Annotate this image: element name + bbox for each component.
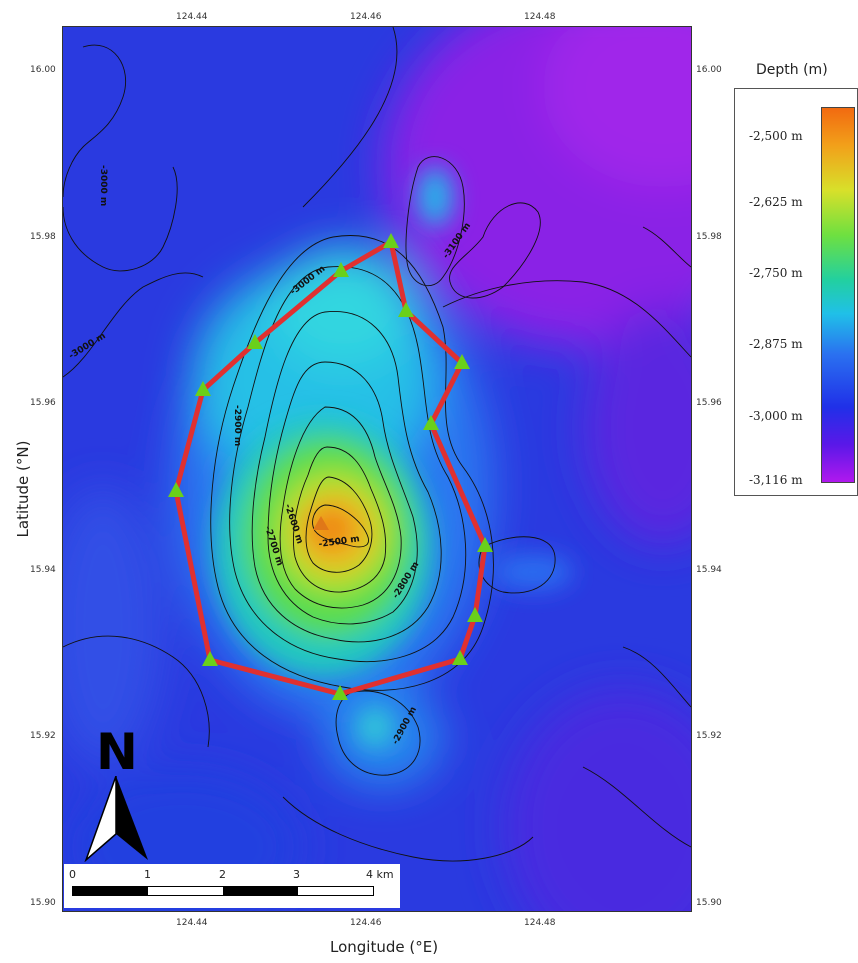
survey-station-marker <box>423 415 439 430</box>
bathymetry-map[interactable]: -3000 m -3000 m -3000 m -3100 m -2900 m … <box>62 26 692 912</box>
legend-title: Depth (m) <box>756 62 828 78</box>
lon-tick-bottom: 124.44 <box>176 918 208 928</box>
lat-tick-right: 15.94 <box>696 565 722 575</box>
survey-station-marker <box>333 262 349 277</box>
scale-label: 1 <box>144 868 151 881</box>
survey-station-marker <box>477 537 493 552</box>
legend-label: -3,000 m <box>749 409 803 423</box>
survey-station-marker <box>195 381 211 396</box>
lon-tick-top: 124.46 <box>350 12 382 22</box>
lat-tick-left: 15.94 <box>30 565 56 575</box>
scale-label: 2 <box>219 868 226 881</box>
bathymetry-map-canvas: -3000 m -3000 m -3000 m -3100 m -2900 m … <box>63 27 691 911</box>
legend-label: -2,625 m <box>749 195 803 209</box>
lon-tick-top: 124.48 <box>524 12 556 22</box>
scale-label: 4 km <box>366 868 394 881</box>
legend-color-ramp <box>821 107 855 483</box>
x-axis-title: Longitude (°E) <box>330 938 439 956</box>
survey-station-marker <box>332 685 348 700</box>
legend-label: -3,116 m <box>749 473 803 487</box>
summit-marker <box>313 516 329 530</box>
survey-stations <box>168 233 493 700</box>
lat-tick-right: 15.98 <box>696 232 722 242</box>
survey-station-marker <box>202 651 218 666</box>
lon-tick-bottom: 124.48 <box>524 918 556 928</box>
lat-tick-left: 16.00 <box>30 65 56 75</box>
contour-label: -2900 m <box>232 405 242 446</box>
lon-tick-top: 124.44 <box>176 12 208 22</box>
north-arrow-icon <box>84 776 148 862</box>
survey-station-marker <box>467 607 483 622</box>
depth-legend: -2,500 m -2,625 m -2,750 m -2,875 m -3,0… <box>734 88 858 496</box>
lat-tick-left: 15.96 <box>30 398 56 408</box>
lat-tick-right: 16.00 <box>696 65 722 75</box>
contour-label: -3000 m <box>98 165 108 206</box>
scale-bar-graphic <box>72 886 374 896</box>
y-axis-title: Latitude (°N) <box>14 440 32 538</box>
survey-station-marker <box>383 233 399 248</box>
survey-station-marker <box>247 334 263 349</box>
lat-tick-right: 15.92 <box>696 731 722 741</box>
legend-label: -2,750 m <box>749 266 803 280</box>
scale-label: 0 <box>69 868 76 881</box>
north-arrow: N <box>82 723 152 862</box>
lat-tick-right: 15.90 <box>696 898 722 908</box>
lat-tick-left: 15.92 <box>30 731 56 741</box>
scale-label: 3 <box>293 868 300 881</box>
survey-track <box>173 239 488 697</box>
survey-station-marker <box>452 650 468 665</box>
north-arrow-letter: N <box>96 723 138 781</box>
lon-tick-bottom: 124.46 <box>350 918 382 928</box>
survey-station-marker <box>168 482 184 497</box>
lat-tick-left: 15.90 <box>30 898 56 908</box>
survey-station-marker <box>454 354 470 369</box>
lat-tick-right: 15.96 <box>696 398 722 408</box>
scale-bar: 0 1 2 3 4 km <box>64 864 400 908</box>
survey-station-marker <box>398 302 414 317</box>
lat-tick-left: 15.98 <box>30 232 56 242</box>
legend-label: -2,875 m <box>749 337 803 351</box>
legend-label: -2,500 m <box>749 129 803 143</box>
